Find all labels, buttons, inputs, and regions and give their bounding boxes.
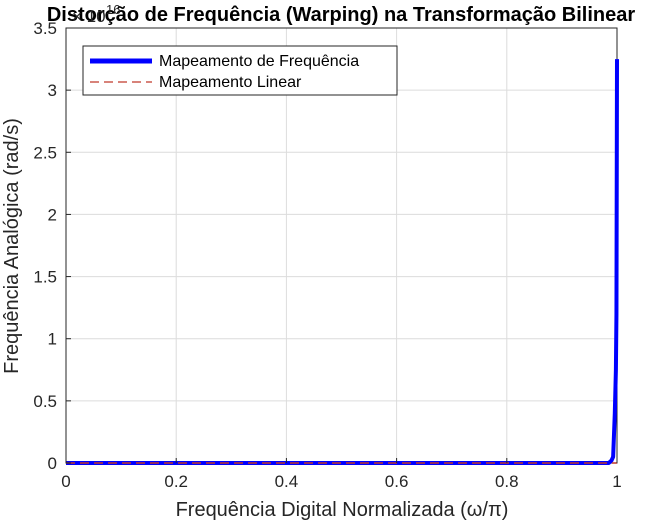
y-tick-label: 3.5 — [33, 19, 57, 38]
y-tick-label: 3 — [48, 81, 57, 100]
legend-label-frequency-mapping: Mapeamento de Frequência — [159, 53, 359, 70]
legend-label-linear-mapping: Mapeamento Linear — [159, 74, 302, 91]
legend: Mapeamento de Frequência Mapeamento Line… — [82, 45, 398, 96]
y-tick-label: 1.5 — [33, 268, 57, 287]
y-axis-label: Frequência Analógica (rad/s) — [1, 118, 23, 374]
y-tick-label: 1 — [48, 330, 57, 349]
x-tick-label: 0.2 — [164, 472, 188, 491]
x-axis-label: Frequência Digital Normalizada (ω/π) — [176, 499, 509, 521]
chart-title: Distorção de Frequência (Warping) na Tra… — [47, 4, 635, 26]
y-tick-label: 2 — [48, 205, 57, 224]
x-tick-label: 0.4 — [275, 472, 299, 491]
y-exponent-power: 16 — [106, 2, 120, 17]
x-tick-label: 0 — [61, 472, 70, 491]
y-tick-label: 0 — [48, 454, 57, 473]
y-exponent: × 10 16 — [72, 2, 120, 26]
y-axis: 0 0.5 1 1.5 2 2.5 3 3.5 — [33, 19, 71, 473]
y-tick-label: 2.5 — [33, 143, 57, 162]
x-axis: 0 0.2 0.4 0.6 0.8 1 — [61, 458, 622, 491]
x-tick-label: 0.6 — [385, 472, 409, 491]
y-tick-label: 0.5 — [33, 392, 57, 411]
x-tick-label: 1 — [612, 472, 621, 491]
x-tick-label: 0.8 — [495, 472, 519, 491]
y-exponent-base: × 10 — [72, 7, 106, 26]
legend-box — [82, 45, 398, 96]
